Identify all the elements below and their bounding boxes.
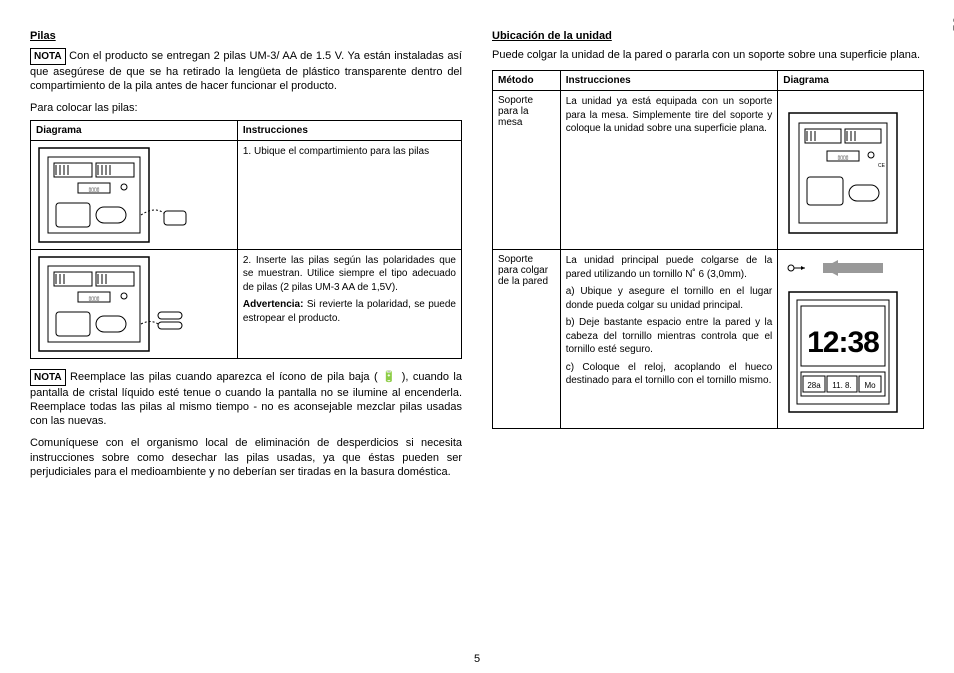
intro-paragraph: Puede colgar la unidad de la pared o par… <box>492 48 924 62</box>
th-method: Método <box>493 71 561 91</box>
table-row: Soporte para colgar de la pared La unida… <box>493 250 924 429</box>
warning-label: Advertencia: <box>243 299 304 310</box>
heading-pilas: Pilas <box>30 30 462 42</box>
nota1-paragraph: NOTA Con el producto se entregan 2 pilas… <box>30 48 462 94</box>
method-cell-2: Soporte para colgar de la pared <box>493 250 561 429</box>
nota2-text: Reemplace las pilas cuando aparezca el í… <box>30 371 462 428</box>
page-content: Pilas NOTA Con el producto se entregan 2… <box>0 0 954 497</box>
row2-step-a: a) Ubique y asegure el tornillo en el lu… <box>566 285 773 312</box>
instr-cell-1: 1. Ubique el compartimiento para las pil… <box>237 140 461 249</box>
row2-warning: Advertencia: Si revierte la polaridad, s… <box>243 298 456 325</box>
table-header-row: Método Instrucciones Diagrama <box>493 71 924 91</box>
device-back-diagram-2: ▯▯▯▯ <box>36 254 196 354</box>
th-instructions: Instrucciones <box>237 120 461 140</box>
device-back-diagram-1: ▯▯▯▯ <box>36 145 196 245</box>
heading-ubicacion: Ubicación de la unidad <box>492 30 924 42</box>
th-diagram: Diagrama <box>778 71 924 91</box>
lead-text: Para colocar las pilas: <box>30 102 462 114</box>
page-number: 5 <box>474 653 480 665</box>
row2-step-c: c) Coloque el reloj, acoplando el hueco … <box>566 361 773 388</box>
method-cell-1: Soporte para la mesa <box>493 91 561 250</box>
wall-mount-diagram: 12:38 28a 11. 8. Mo <box>783 254 903 424</box>
svg-text:CE: CE <box>878 163 886 169</box>
placement-table: Método Instrucciones Diagrama Soporte pa… <box>492 70 924 429</box>
diagram-cell-2: ▯▯▯▯ <box>31 249 238 358</box>
language-tab: ES <box>950 10 954 37</box>
disposal-paragraph: Comuníquese con el organismo local de el… <box>30 436 462 479</box>
row2-intro: La unidad principal puede colgarse de la… <box>566 254 773 281</box>
nota-label: NOTA <box>30 48 66 65</box>
th-instructions: Instrucciones <box>560 71 778 91</box>
clock-date-left: 28a <box>808 381 822 390</box>
instr-cell-r1: La unidad ya está equipada con un soport… <box>560 91 778 250</box>
svg-text:▯▯▯▯: ▯▯▯▯ <box>838 155 849 161</box>
row2-step-b: b) Deje bastante espacio entre la pared … <box>566 316 773 357</box>
instr-cell-r2: La unidad principal puede colgarse de la… <box>560 250 778 429</box>
diagram-cell-r1: ▯▯▯▯ CE <box>778 91 924 250</box>
battery-table: Diagrama Instrucciones ▯▯▯▯ <box>30 120 462 359</box>
clock-date-mid: 11. 8. <box>833 381 852 390</box>
table-header-row: Diagrama Instrucciones <box>31 120 462 140</box>
row2-instr-text: 2. Inserte las pilas según las polaridad… <box>243 254 456 295</box>
right-column: Ubicación de la unidad Puede colgar la u… <box>492 30 924 487</box>
nota-label: NOTA <box>30 369 66 386</box>
table-row: ▯▯▯▯ 1. Ubique el compartimiento para la… <box>31 140 462 249</box>
th-diagram: Diagrama <box>31 120 238 140</box>
table-row: Soporte para la mesa La unidad ya está e… <box>493 91 924 250</box>
clock-time: 12:38 <box>807 326 879 359</box>
desk-stand-diagram: ▯▯▯▯ CE <box>783 95 903 245</box>
svg-text:▯▯▯▯: ▯▯▯▯ <box>88 187 99 193</box>
table-row: ▯▯▯▯ 2. Inserte las pilas según las pola… <box>31 249 462 358</box>
clock-date-right: Mo <box>865 381 877 390</box>
nota1-text: Con el producto se entregan 2 pilas UM-3… <box>30 50 462 92</box>
instr-cell-2: 2. Inserte las pilas según las polaridad… <box>237 249 461 358</box>
svg-text:▯▯▯▯: ▯▯▯▯ <box>88 296 99 302</box>
diagram-cell-1: ▯▯▯▯ <box>31 140 238 249</box>
nota2-paragraph: NOTA Reemplace las pilas cuando aparezca… <box>30 369 462 429</box>
left-column: Pilas NOTA Con el producto se entregan 2… <box>30 30 462 487</box>
diagram-cell-r2: 12:38 28a 11. 8. Mo <box>778 250 924 429</box>
